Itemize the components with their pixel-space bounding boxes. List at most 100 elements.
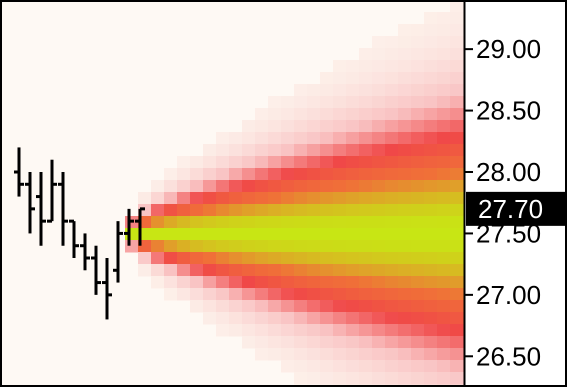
heatmap-cell <box>268 120 282 133</box>
heatmap-cell <box>281 336 295 349</box>
heatmap-cell <box>450 168 464 181</box>
heatmap-cell <box>333 360 347 373</box>
heatmap-cell <box>307 96 321 109</box>
heatmap-cell <box>333 216 347 229</box>
heatmap-cell <box>398 108 412 121</box>
heatmap-cell <box>411 72 425 85</box>
heatmap-cell <box>359 276 373 289</box>
heatmap-cell <box>385 276 399 289</box>
heatmap-cell <box>411 264 425 277</box>
heatmap-cell <box>268 312 282 325</box>
heatmap-cell <box>450 324 464 337</box>
heatmap-cell <box>229 216 243 229</box>
heatmap-cell <box>359 60 373 73</box>
heatmap-cell <box>229 144 243 157</box>
heatmap-cell <box>216 228 230 241</box>
heatmap-cell <box>216 204 230 217</box>
heatmap-cell <box>372 60 386 73</box>
heatmap-cell <box>216 168 230 181</box>
heatmap-cell <box>307 132 321 145</box>
heatmap-cell <box>424 372 438 385</box>
heatmap-cell <box>385 72 399 85</box>
heatmap-cell <box>346 324 360 337</box>
heatmap-cell <box>333 204 347 217</box>
heatmap-cell <box>359 156 373 169</box>
heatmap-cell <box>411 96 425 109</box>
heatmap-cell <box>359 348 373 361</box>
heatmap-cell <box>216 240 230 253</box>
heatmap-cell <box>437 132 451 145</box>
heatmap-cell <box>346 180 360 193</box>
heatmap-cell <box>437 324 451 337</box>
heatmap-cell <box>255 168 269 181</box>
heatmap-cell <box>177 204 191 217</box>
heatmap-cell <box>320 288 334 301</box>
heatmap-cell <box>411 24 425 37</box>
heatmap-cell <box>450 312 464 325</box>
heatmap-cell <box>255 276 269 289</box>
heatmap-cell <box>164 216 178 229</box>
heatmap-cell <box>385 288 399 301</box>
last-price-background <box>466 191 567 226</box>
heatmap-cell <box>359 240 373 253</box>
heatmap-cell <box>437 192 451 205</box>
heatmap-cell <box>346 156 360 169</box>
heatmap-cell <box>281 120 295 133</box>
heatmap-cell <box>398 72 412 85</box>
heatmap-cell <box>229 240 243 253</box>
heatmap-cell <box>359 84 373 97</box>
heatmap-cell <box>450 216 464 229</box>
heatmap-cell <box>203 276 217 289</box>
heatmap-cell <box>151 228 165 241</box>
heatmap-cell <box>307 216 321 229</box>
heatmap-cell <box>138 192 152 205</box>
heatmap-cell <box>398 24 412 37</box>
heatmap-cell <box>164 276 178 289</box>
heatmap-cell <box>437 348 451 361</box>
heatmap-cell <box>203 192 217 205</box>
heatmap-cell <box>151 240 165 253</box>
heatmap-cell <box>203 312 217 325</box>
heatmap-cell <box>320 192 334 205</box>
heatmap-cell <box>346 312 360 325</box>
heatmap-cell <box>203 228 217 241</box>
heatmap-cell <box>333 348 347 361</box>
heatmap-cell <box>424 360 438 373</box>
heatmap-cell <box>216 288 230 301</box>
heatmap-cell <box>424 336 438 349</box>
ohlc-bar <box>102 258 112 320</box>
heatmap-cell <box>320 72 334 85</box>
heatmap-cell <box>450 192 464 205</box>
heatmap-cell <box>346 372 360 385</box>
heatmap-cell <box>385 192 399 205</box>
ohlc-bar <box>25 172 35 234</box>
heatmap-cell <box>437 84 451 97</box>
heatmap-cell <box>398 276 412 289</box>
heatmap-cell <box>372 96 386 109</box>
heatmap-cell <box>242 228 256 241</box>
heatmap-cell <box>190 168 204 181</box>
heatmap-cell <box>346 72 360 85</box>
heatmap-cell <box>242 168 256 181</box>
heatmap-cell <box>385 84 399 97</box>
heatmap-cell <box>372 288 386 301</box>
ohlc-bar <box>14 147 24 197</box>
heatmap-cell <box>294 180 308 193</box>
heatmap-cell <box>255 132 269 145</box>
heatmap-cell <box>333 180 347 193</box>
heatmap-cell <box>437 156 451 169</box>
heatmap-cell <box>333 288 347 301</box>
heatmap-cell <box>294 204 308 217</box>
heatmap-cell <box>437 108 451 121</box>
heatmap-cell <box>385 312 399 325</box>
heatmap-cell <box>203 168 217 181</box>
heatmap-cell <box>229 180 243 193</box>
heatmap-cell <box>450 288 464 301</box>
heatmap-cell <box>346 144 360 157</box>
heatmap-cell <box>307 360 321 373</box>
heatmap-cell <box>385 300 399 313</box>
heatmap-cell <box>216 300 230 313</box>
heatmap-cell <box>333 240 347 253</box>
heatmap-cell <box>346 120 360 133</box>
heatmap-cell <box>346 60 360 73</box>
